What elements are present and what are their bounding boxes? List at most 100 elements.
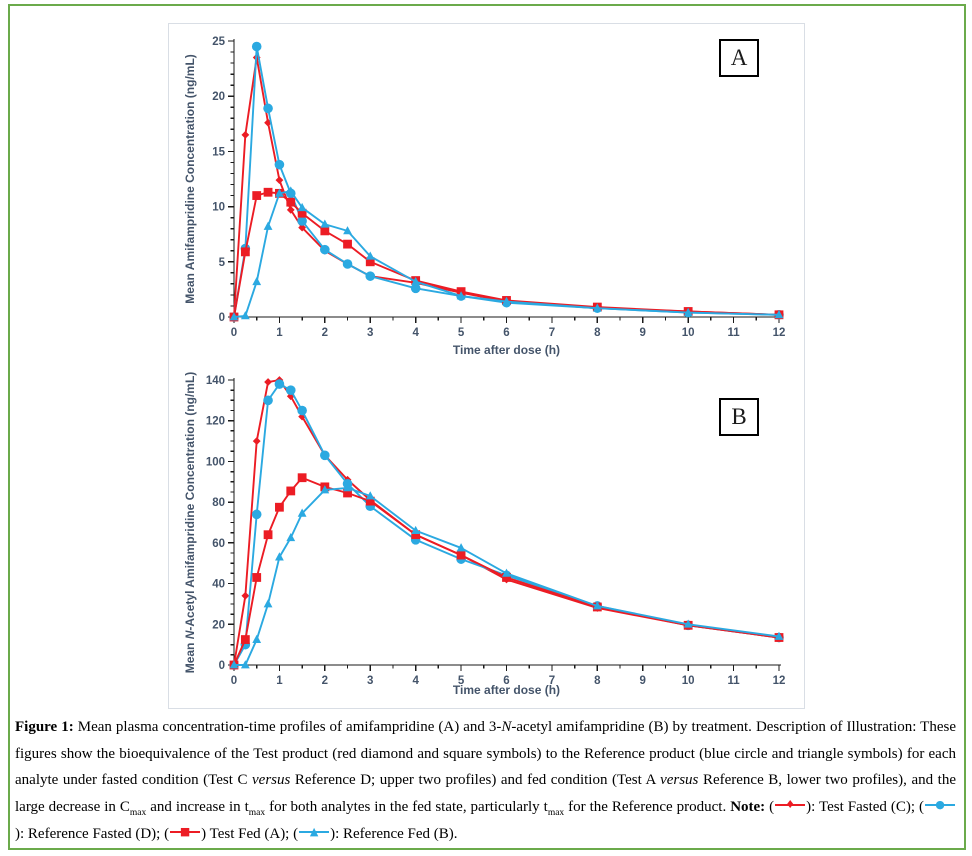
marker-triangle bbox=[343, 483, 352, 492]
y-tick-label: 10 bbox=[212, 202, 225, 214]
marker-square bbox=[411, 530, 421, 540]
x-tick-label: 11 bbox=[727, 675, 740, 687]
legend-symbol-triangle: ▲ bbox=[298, 825, 330, 838]
marker-square bbox=[343, 488, 352, 498]
series-line bbox=[233, 45, 780, 318]
x-tick-label: 0 bbox=[231, 327, 237, 339]
chart-panel-a: 0 1 2 3 4 5 6 7 8 9 10 11 12 0 5 10 15 20 25 Time after dos… bbox=[168, 23, 805, 371]
marker-circle bbox=[263, 103, 273, 114]
y-tick-label: 0 bbox=[219, 660, 225, 672]
marker-triangle bbox=[297, 508, 307, 517]
caption-text: Reference D; upper two profiles) and fed… bbox=[290, 772, 661, 789]
marker-triangle bbox=[240, 311, 250, 320]
marker-square bbox=[365, 257, 375, 267]
caption-text: ( bbox=[765, 799, 775, 816]
legend-symbol-diamond: ♦ bbox=[774, 798, 806, 811]
marker-triangle bbox=[365, 251, 375, 260]
marker-triangle bbox=[592, 303, 602, 312]
x-tick-label: 0 bbox=[231, 675, 237, 687]
marker-square bbox=[297, 473, 307, 483]
marker-square bbox=[297, 208, 307, 218]
series-line bbox=[233, 56, 780, 318]
y-tick-label: 100 bbox=[206, 456, 225, 468]
marker-circle bbox=[297, 216, 307, 226]
x-tick-label: 10 bbox=[682, 327, 695, 339]
marker-triangle bbox=[592, 601, 602, 610]
x-tick-label: 7 bbox=[549, 327, 555, 339]
x-tick-label: 12 bbox=[773, 675, 786, 687]
marker-triangle bbox=[683, 619, 693, 628]
x-tick-label: 12 bbox=[773, 327, 786, 339]
marker-square bbox=[240, 635, 250, 644]
marker-square bbox=[252, 191, 262, 200]
marker-diamond bbox=[286, 206, 295, 214]
marker-square bbox=[456, 550, 466, 560]
marker-circle bbox=[410, 283, 421, 294]
marker-diamond bbox=[241, 130, 250, 139]
marker-circle bbox=[285, 385, 296, 395]
marker-triangle bbox=[320, 485, 330, 494]
y-tick-label: 20 bbox=[212, 91, 225, 103]
x-tick-label: 9 bbox=[640, 675, 646, 687]
x-axis-title: Time after dose (h) bbox=[453, 683, 560, 697]
x-tick-label: 8 bbox=[594, 675, 601, 687]
y-axis-title: Mean N-Acetyl Amifampridine Concentratio… bbox=[183, 372, 197, 674]
marker-triangle bbox=[411, 276, 421, 286]
series-line bbox=[233, 191, 780, 318]
subscript-text: max bbox=[129, 808, 147, 819]
marker-triangle bbox=[683, 307, 693, 316]
y-tick-label: 0 bbox=[219, 312, 225, 324]
x-tick-label: 8 bbox=[594, 327, 601, 339]
x-tick-label: 4 bbox=[412, 327, 419, 339]
y-tick-label: 25 bbox=[212, 36, 225, 48]
caption-text: Mean plasma concentration-time profiles … bbox=[73, 719, 502, 735]
caption-text: Reference B, lower two profiles), and th… bbox=[15, 772, 956, 816]
marker-diamond bbox=[252, 437, 261, 445]
caption-italic-text: versus bbox=[660, 772, 699, 789]
marker-triangle bbox=[502, 568, 511, 577]
marker-circle bbox=[274, 379, 285, 389]
series-line bbox=[234, 486, 780, 666]
marker-circle bbox=[320, 450, 330, 461]
marker-diamond bbox=[264, 378, 272, 386]
y-tick-label: 40 bbox=[212, 579, 225, 591]
marker-triangle bbox=[229, 660, 239, 669]
y-tick-label: 15 bbox=[212, 146, 225, 158]
caption-text: for the Reference product. bbox=[564, 799, 731, 816]
marker-square bbox=[365, 496, 375, 506]
marker-triangle bbox=[320, 219, 330, 228]
marker-square bbox=[263, 187, 273, 197]
chart-panel-b: 0 1 2 3 4 5 6 7 8 9 10 11 12 0 20 40 60 80 100 120 140 Time a… bbox=[168, 370, 805, 709]
series-line bbox=[233, 190, 780, 318]
marker-square bbox=[286, 486, 296, 496]
subscript-text: max bbox=[547, 808, 565, 819]
marker-triangle bbox=[411, 525, 421, 535]
marker-triangle bbox=[275, 552, 284, 561]
marker-triangle bbox=[229, 312, 239, 321]
marker-circle bbox=[263, 395, 273, 406]
marker-triangle bbox=[343, 226, 352, 235]
marker-triangle bbox=[240, 660, 250, 669]
legend-symbol-square: ■ bbox=[169, 825, 201, 838]
caption-text: and increase in t bbox=[146, 799, 249, 816]
series-triangle bbox=[229, 483, 784, 669]
subscript-text: max bbox=[248, 808, 266, 819]
x-tick-label: 2 bbox=[322, 675, 328, 687]
series-triangle bbox=[229, 186, 784, 321]
marker-circle bbox=[297, 405, 307, 416]
series-line bbox=[233, 379, 780, 666]
legend-symbol-circle: ● bbox=[924, 798, 956, 811]
caption-bold-text: Note: bbox=[730, 799, 766, 816]
marker-triangle bbox=[502, 296, 511, 305]
series-line bbox=[233, 476, 780, 666]
marker-circle bbox=[365, 271, 376, 281]
marker-square bbox=[275, 502, 284, 512]
caption-text: ): Reference Fed (B). bbox=[330, 825, 458, 842]
marker-triangle bbox=[365, 491, 375, 500]
y-tick-label: 80 bbox=[212, 497, 225, 509]
x-tick-label: 7 bbox=[549, 675, 555, 687]
x-axis-title: Time after dose (h) bbox=[453, 343, 560, 357]
